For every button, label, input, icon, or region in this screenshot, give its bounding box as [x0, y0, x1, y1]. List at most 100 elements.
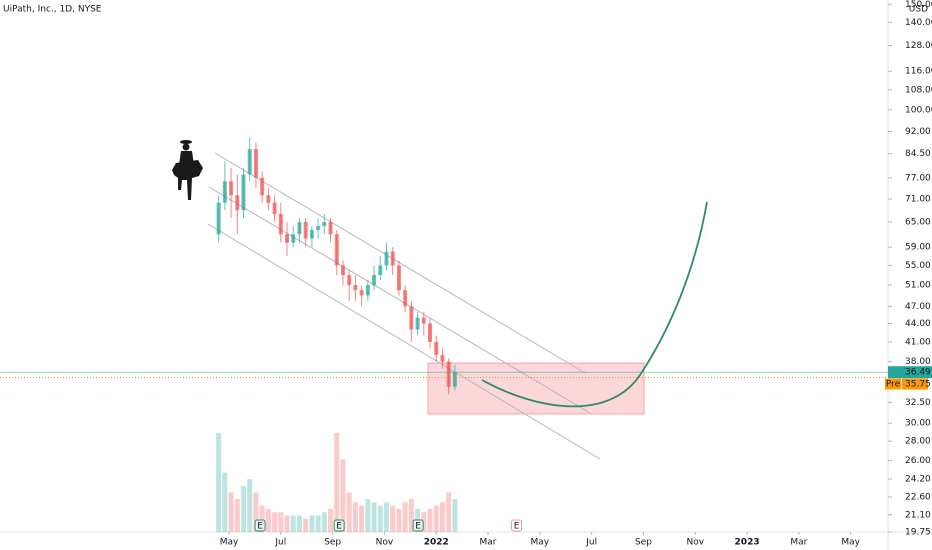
volume-bar: [340, 459, 346, 532]
candle-body: [434, 341, 439, 355]
x-tick-label: Nov: [376, 538, 394, 548]
y-tick-label: 116.00: [905, 67, 932, 77]
rider-icon: [172, 140, 203, 200]
volume-bar: [296, 515, 302, 532]
event-marker: [412, 519, 424, 532]
candle-body: [396, 265, 401, 291]
last-price-label: 36.49: [905, 368, 931, 378]
volume-bar: [303, 518, 309, 532]
candle-body: [353, 285, 358, 291]
volume-bar: [346, 492, 352, 532]
candle-body: [247, 149, 252, 175]
channel-line: [207, 223, 601, 460]
candle-body: [222, 181, 227, 203]
y-tick-label: 128.00: [905, 41, 932, 51]
volume-bar: [309, 515, 315, 532]
y-tick-label: 24.20: [905, 475, 931, 485]
y-tick-label: 30.00: [905, 419, 931, 429]
y-tick-label: 22.60: [905, 492, 931, 502]
candle-body: [216, 202, 221, 235]
event-marker: [254, 519, 266, 532]
chart-title: UiPath, Inc., 1D, NYSE: [3, 5, 102, 15]
volume-bar: [433, 505, 439, 532]
candle-body: [297, 221, 302, 235]
candle-body: [384, 251, 389, 266]
x-tick-label: 2022: [424, 538, 449, 548]
x-tick-label: Jul: [585, 538, 597, 548]
candle-body: [428, 323, 433, 342]
volume-bar: [371, 502, 377, 532]
y-tick-label: 51.00: [905, 281, 931, 291]
volume-bar: [377, 505, 383, 532]
candle-body: [347, 275, 352, 286]
volume-bar: [421, 512, 427, 532]
x-tick-label: 2023: [735, 538, 760, 548]
event-marker: [511, 519, 523, 532]
candle-body: [359, 290, 364, 296]
candle-body: [253, 149, 258, 178]
candle-body: [285, 234, 290, 243]
x-tick-label: Mar: [480, 538, 497, 548]
event-label: E: [336, 522, 342, 532]
candle-body: [403, 290, 408, 307]
volume-bar: [334, 433, 340, 532]
x-tick-label: Nov: [686, 538, 704, 548]
volume-bar: [352, 502, 358, 532]
channel-line: [208, 186, 591, 414]
y-tick-label: 44.00: [905, 319, 931, 329]
volume-bar: [408, 499, 414, 532]
volume-bar: [315, 515, 321, 532]
y-tick-label: 38.00: [905, 357, 931, 367]
candle-body: [328, 221, 333, 235]
x-tick-label: Jul: [274, 538, 286, 548]
event-label: E: [257, 522, 263, 532]
candle-body: [446, 361, 451, 387]
volume-bar: [452, 499, 458, 532]
x-tick-label: Mar: [790, 538, 807, 548]
pre-market-badge: [885, 378, 901, 390]
y-tick-label: 19.75: [905, 527, 931, 537]
volume-bar: [222, 472, 228, 532]
last-price-badge: [888, 366, 932, 379]
volume-bar: [241, 485, 247, 532]
volume-bar: [390, 505, 396, 532]
x-tick-label: May: [220, 538, 239, 548]
candle-body: [452, 372, 457, 387]
y-tick-label: 71.00: [905, 194, 931, 204]
pre-market-value-badge: [902, 378, 928, 390]
candle-body: [322, 221, 327, 226]
y-tick-label: 84.50: [905, 149, 931, 159]
volume-bar: [284, 515, 290, 532]
y-tick-label: 140.00: [905, 18, 932, 28]
volume-bar: [427, 508, 433, 532]
y-tick-label: 77.00: [905, 173, 931, 183]
volume-bar: [328, 508, 334, 532]
y-tick-label: 55.00: [905, 261, 931, 271]
y-tick-label: 92.00: [905, 127, 931, 137]
candle-body: [415, 317, 420, 330]
candle-body: [316, 225, 321, 231]
y-tick-label: 108.00: [905, 85, 932, 95]
volume-bar: [272, 512, 278, 532]
y-tick-label: 26.00: [905, 456, 931, 466]
x-tick-label: Sep: [635, 538, 652, 548]
volume-bar: [265, 508, 271, 532]
drawn-curve: [481, 201, 708, 408]
drawn-box: [427, 362, 645, 415]
volume-bar: [259, 505, 265, 532]
candle-body: [303, 221, 308, 239]
volume-bar: [365, 499, 371, 532]
pre-market-tag: Pre: [886, 380, 901, 390]
volume-bar: [228, 492, 234, 532]
volume-bar: [321, 512, 327, 532]
event-label: E: [415, 522, 421, 532]
volume-bar: [439, 502, 445, 532]
volume-bar: [253, 492, 259, 532]
volume-bar: [383, 502, 389, 532]
y-tick-label: 47.00: [905, 302, 931, 312]
candle-body: [235, 195, 240, 211]
candle-body: [440, 354, 445, 362]
currency-label: USD: [909, 5, 928, 15]
